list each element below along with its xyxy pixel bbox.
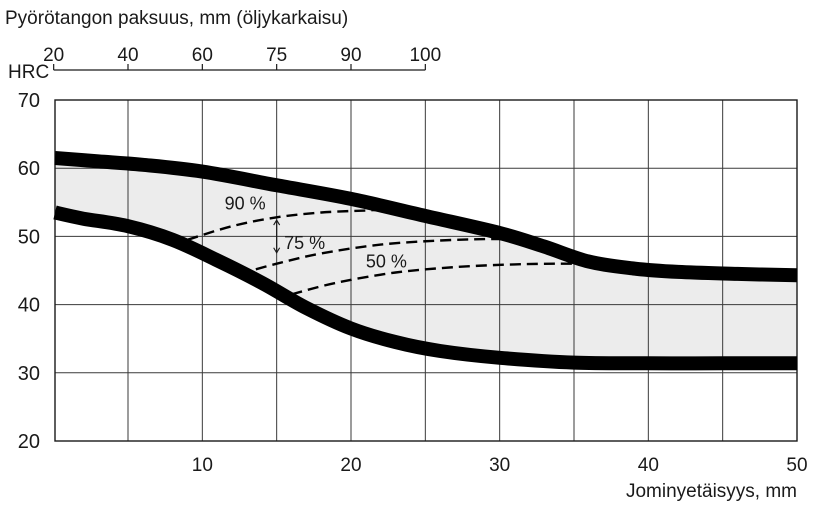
hardness-band (55, 158, 797, 364)
annotation-label-75: 75 % (284, 233, 325, 253)
top-axis-tick-label: 75 (266, 45, 287, 66)
axes: 20 30 40 50 60 70 10 20 30 40 50 HRC Jominyetäisyys,… (8, 62, 808, 502)
arrow-head-down (273, 247, 281, 254)
arrow-head-up (273, 218, 281, 226)
x-axis-label: Jominyetäisyys, mm (626, 481, 797, 502)
y-axis-label: HRC (8, 62, 49, 83)
top-axis-tick-label: 90 (340, 45, 361, 66)
top-axis: 20 40 60 75 90 100 Pyörötangon paksuus, mm (öl… (5, 8, 441, 71)
y-tick-label: 30 (18, 363, 40, 385)
chart-title: Pyörötangon paksuus, mm (öljykarkaisu) (5, 8, 348, 29)
y-tick-label: 20 (18, 431, 40, 453)
annotations: 90 % 75 % 50 % (225, 193, 407, 271)
y-tick-label: 40 (18, 295, 40, 317)
lower-limit-curve (53, 205, 797, 371)
y-tick-label: 70 (18, 90, 40, 112)
upper-limit-curve (54, 151, 798, 283)
x-tick-label: 10 (192, 455, 213, 476)
dashed-curve-75 (239, 237, 515, 276)
x-tick-label: 40 (638, 455, 659, 476)
y-tick-label: 50 (18, 226, 40, 248)
annotation-label-50: 50 % (366, 251, 407, 271)
top-axis-tick-label: 40 (117, 45, 138, 66)
top-axis-tick-label: 20 (43, 45, 64, 66)
x-tick-label: 20 (340, 455, 361, 476)
dashed-curve-90 (187, 208, 381, 241)
band-fill (55, 158, 797, 364)
annotation-label-90: 90 % (225, 193, 266, 213)
y-tick-label: 60 (18, 158, 40, 180)
top-axis-tick-label: 100 (409, 45, 441, 66)
curves (53, 151, 798, 371)
x-tick-label: 50 (786, 455, 807, 476)
top-axis-tick-label: 60 (192, 45, 213, 66)
x-tick-label: 30 (489, 455, 510, 476)
